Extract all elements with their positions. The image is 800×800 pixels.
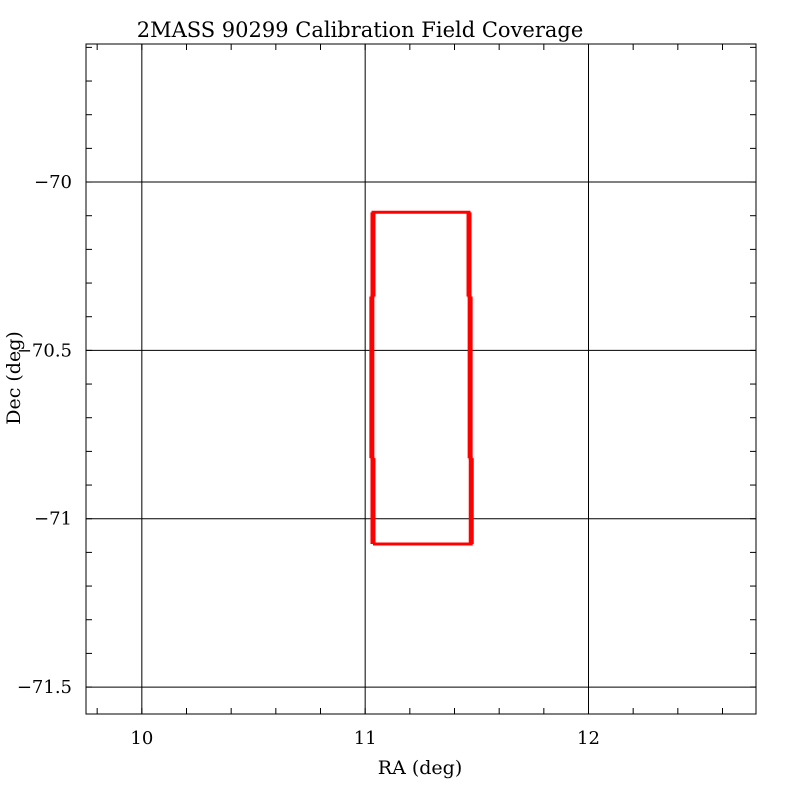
coverage-series	[369, 210, 474, 546]
y-tick-label: −71.5	[17, 677, 72, 698]
x-tick-label: 10	[130, 728, 153, 749]
y-axis-label: Dec (deg)	[3, 331, 25, 425]
y-tick-label: −70.5	[17, 340, 72, 361]
grid-lines	[86, 44, 756, 714]
tick-labels: 10 11 12 −70 −70.5 −71 −71.5	[17, 172, 600, 749]
chart-title: 2MASS 90299 Calibration Field Coverage	[137, 18, 584, 42]
y-tick-label: −71	[34, 509, 72, 530]
tick-marks	[86, 44, 756, 714]
x-tick-label: 11	[354, 728, 377, 749]
x-tick-label: 12	[577, 728, 600, 749]
y-tick-label: −70	[34, 172, 72, 193]
x-axis-label: RA (deg)	[378, 757, 462, 779]
plot-frame	[85, 43, 757, 715]
